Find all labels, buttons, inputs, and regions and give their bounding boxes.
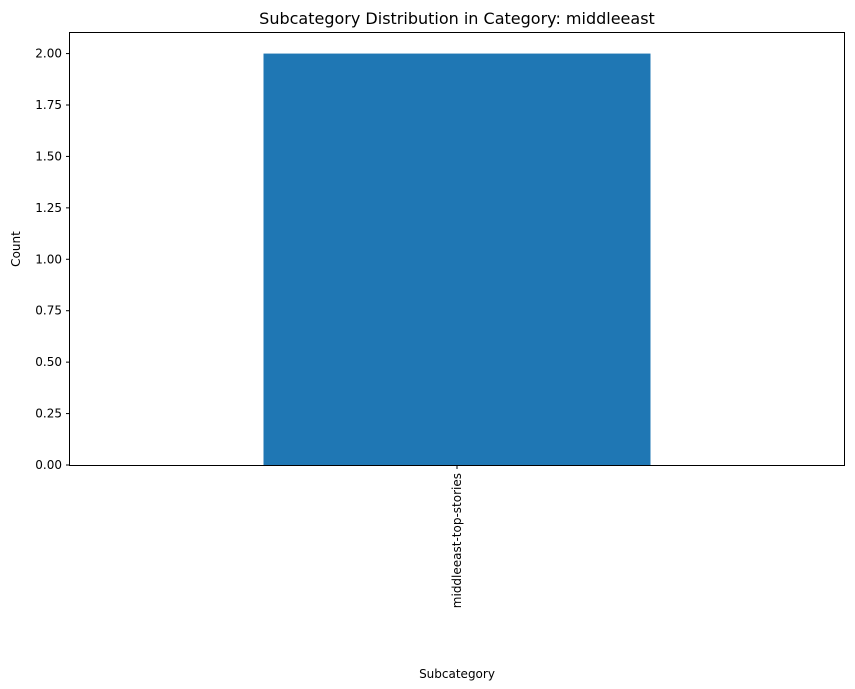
y-tick-label: 0.75 [35,304,62,318]
x-ticks-group: middleeast-top-stories [450,465,464,608]
y-tick-label: 1.50 [35,149,62,163]
y-tick-label: 0.25 [35,407,62,421]
plot-frame [69,32,845,466]
y-tick-label: 1.75 [35,98,62,112]
y-tick-label: 2.00 [35,47,62,61]
x-axis-label: Subcategory [419,667,495,681]
y-axis-label: Count [9,231,23,267]
y-tick-label: 0.00 [35,458,62,472]
y-tick-label: 1.25 [35,201,62,215]
x-tick-label: middleeast-top-stories [450,473,464,608]
bars-group [263,53,651,465]
y-ticks-group: 0.00 0.25 0.50 0.75 1.00 1.25 1.50 1.75 2.00 [35,47,70,472]
chart-title: Subcategory Distribution in Category: mi… [259,9,655,28]
y-tick-label: 1.00 [35,252,62,266]
bar-middleeast-top-stories [263,53,651,465]
y-tick-label: 0.50 [35,355,62,369]
